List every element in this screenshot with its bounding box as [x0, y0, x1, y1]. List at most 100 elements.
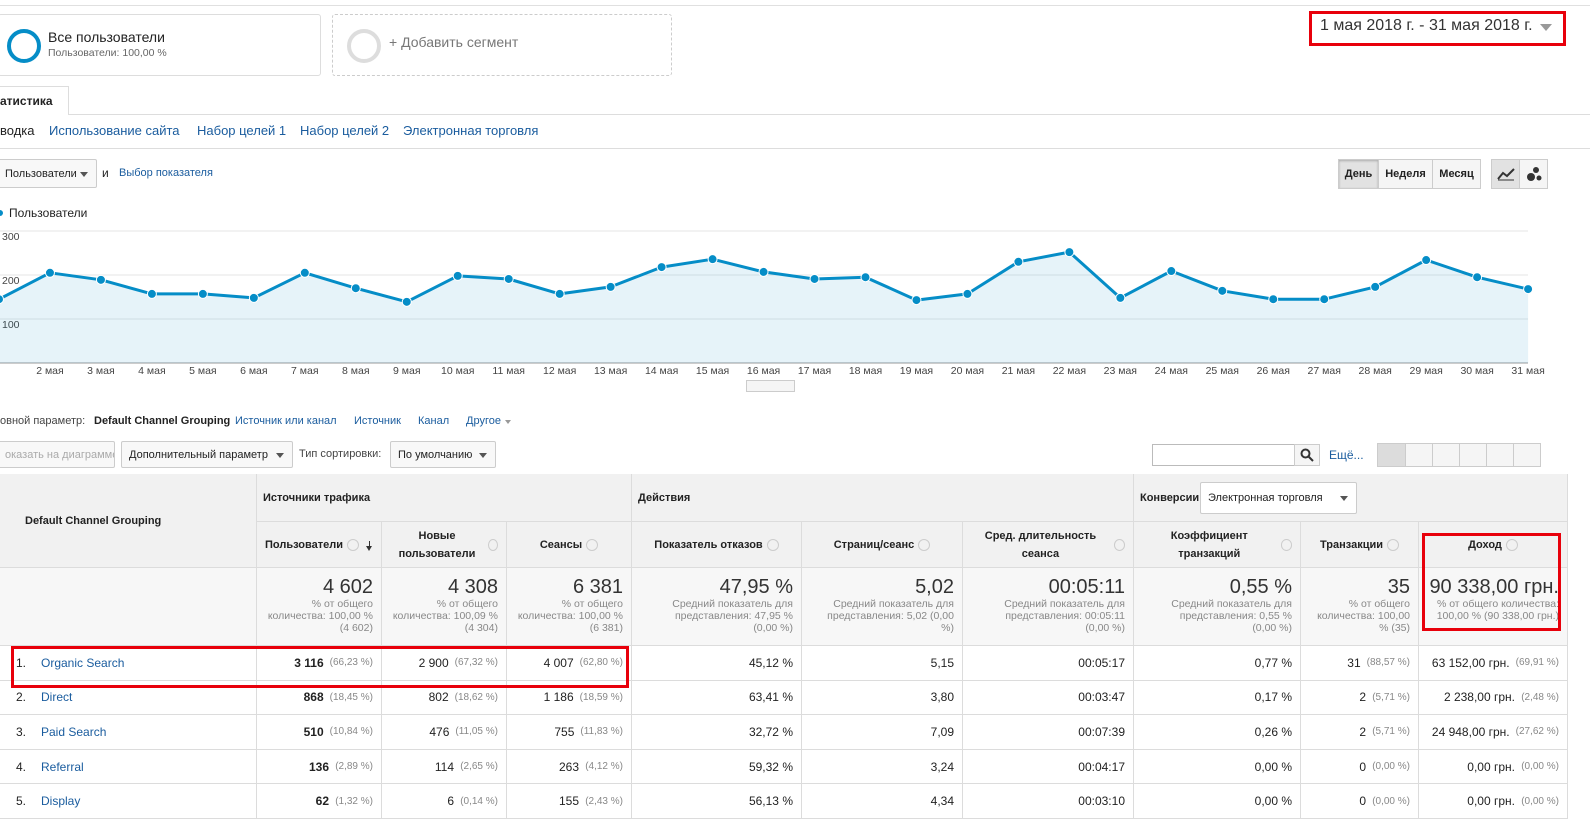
period-button[interactable]: День [1338, 159, 1379, 189]
x-tick-label: 9 мая [393, 365, 421, 377]
dimension-link[interactable]: Источник или канал [235, 415, 337, 427]
bubble-icon [1526, 167, 1541, 181]
motion-view-button[interactable] [1519, 159, 1548, 189]
subtab[interactable]: Использование сайта [49, 123, 180, 138]
y-tick-label: 100 [2, 319, 20, 331]
group-header: Действия [632, 474, 1134, 522]
chart-resize-handle[interactable] [746, 380, 795, 392]
row-name[interactable]: Referral [41, 759, 84, 774]
x-tick-label: 17 мая [798, 365, 831, 377]
x-tick-label: 10 мая [441, 365, 474, 377]
subtab-rule [0, 148, 1590, 149]
cell-percent: (18,45 %) [329, 691, 373, 703]
line-view-button[interactable] [1491, 159, 1520, 189]
column-label: Пользователи [265, 538, 344, 551]
table-view[interactable] [1378, 444, 1405, 466]
total-value: 6 381 [572, 576, 623, 598]
totals-cell: 4 308% от общего количества: 100,09 % (4… [382, 568, 507, 646]
cell-value: 00:03:47 [1078, 690, 1125, 705]
period-button[interactable]: Месяц [1432, 159, 1481, 189]
conversion-select[interactable]: Электронная торговля [1200, 482, 1357, 514]
line-chart: 100 200 300 2 мая 3 мая 4 мая 5 мая 6 мая 7 мая 8… [0, 230, 1545, 377]
segment-card[interactable]: Все пользователи Пользователи: 100,00 % [0, 14, 321, 76]
help-icon [1113, 538, 1125, 551]
row-name[interactable]: Display [41, 794, 81, 809]
row-name[interactable]: Direct [41, 690, 73, 705]
cell-value: 0,00 % [1254, 759, 1292, 774]
row-name[interactable]: Organic Search [41, 655, 125, 670]
more-link[interactable]: Ещё... [1329, 448, 1364, 462]
legend-swatch [0, 210, 3, 216]
cell-value: 2 900 [418, 655, 449, 670]
sort-label: Тип сортировки: [299, 448, 382, 460]
row-cell: 2 (5,71 %) [1301, 715, 1419, 750]
column-header[interactable]: Транзакции [1301, 522, 1419, 568]
column-label: Показатель отказов [654, 538, 763, 551]
add-segment[interactable]: + Добавить сегмент [332, 14, 672, 76]
subtab[interactable]: Набор целей 2 [300, 123, 390, 138]
cell-value: 32,72 % [748, 724, 793, 739]
date-range[interactable]: 1 мая 2018 г. - 31 мая 2018 г. [1320, 17, 1533, 34]
cell-value: 263 [558, 759, 579, 774]
cell-value: 755 [554, 724, 575, 739]
cell-value: 3,80 [930, 690, 954, 705]
metric-label: Пользователи [5, 167, 77, 180]
view-switcher[interactable] [1377, 443, 1541, 467]
column-header[interactable]: Коэффициент транзакций [1134, 522, 1301, 568]
row-cell: 114 (2,65 %) [382, 749, 507, 785]
group-label: Действия [638, 491, 691, 504]
dimension-link[interactable]: Другое [466, 415, 501, 427]
row-cell: 0 (0,00 %) [1301, 784, 1419, 819]
subtab[interactable]: водка [0, 123, 35, 138]
cell-value: 7,09 [930, 724, 954, 739]
column-header[interactable]: Доход [1419, 522, 1568, 568]
column-label: Новые пользователи [398, 529, 476, 560]
column-header[interactable]: Сеансы [507, 522, 632, 568]
cell-value: 0 [1359, 759, 1366, 774]
cell-value: 2 [1359, 690, 1366, 705]
point [1370, 281, 1381, 292]
cell-value: 155 [558, 794, 579, 809]
search-button[interactable] [1294, 444, 1320, 466]
column-header[interactable]: Страниц/сеанс [802, 522, 963, 568]
column-header[interactable]: Показатель отказов [632, 522, 802, 568]
cell-percent: (11,83 %) [580, 726, 623, 738]
column-header[interactable]: Пользователи [257, 522, 382, 568]
plot-button[interactable]: оказать на диаграмме [0, 441, 115, 468]
group-label: Конверсии [1140, 491, 1200, 504]
row-cell: 0,77 % [1134, 646, 1301, 681]
total-note: Средний показатель для представления: 00… [1004, 598, 1125, 634]
row-cell: 3,24 [802, 749, 963, 785]
row-cell: 476 (11,05 %) [382, 715, 507, 750]
column-header[interactable]: Сред. длительность сеанса [963, 522, 1134, 568]
cell-value: 59,32 % [748, 759, 793, 774]
metric-select[interactable]: Пользователи [0, 159, 97, 188]
secondary-select[interactable]: Дополнительный параметр [121, 441, 293, 468]
x-tick-label: 15 мая [696, 365, 729, 377]
column-header[interactable]: Новые пользователи [382, 522, 507, 568]
cell-percent: (62,80 %) [579, 657, 623, 669]
total-note: Средний показатель для представления: 47… [672, 598, 793, 634]
subtab[interactable]: Набор целей 1 [197, 123, 287, 138]
report-tab[interactable]: атистика [0, 86, 69, 115]
row-cell: 4,34 [802, 784, 963, 819]
cell-value: 2 238,00 грн. [1443, 690, 1515, 705]
dimension-link[interactable]: Канал [418, 415, 450, 427]
pick-metric[interactable]: Выбор показателя [119, 167, 213, 179]
group-header: Конверсии Электронная торговля [1134, 474, 1568, 522]
caret [1340, 496, 1348, 501]
subtab[interactable]: Электронная торговля [403, 123, 539, 138]
total-note: % от общего количества: 100,00 % (4 602) [267, 598, 373, 634]
highlight-box [1309, 11, 1566, 46]
dimension-link[interactable]: Источник [354, 415, 401, 427]
cell-percent: (10,84 %) [329, 726, 373, 738]
row-name[interactable]: Paid Search [41, 724, 107, 739]
point [401, 296, 412, 307]
row-cell: 00:07:39 [963, 715, 1134, 750]
search-input[interactable] [1152, 444, 1295, 466]
point [911, 295, 922, 306]
x-tick-label: 13 мая [594, 365, 627, 377]
sort-select[interactable]: По умолчанию [390, 441, 496, 468]
period-button[interactable]: Неделя [1378, 159, 1433, 189]
